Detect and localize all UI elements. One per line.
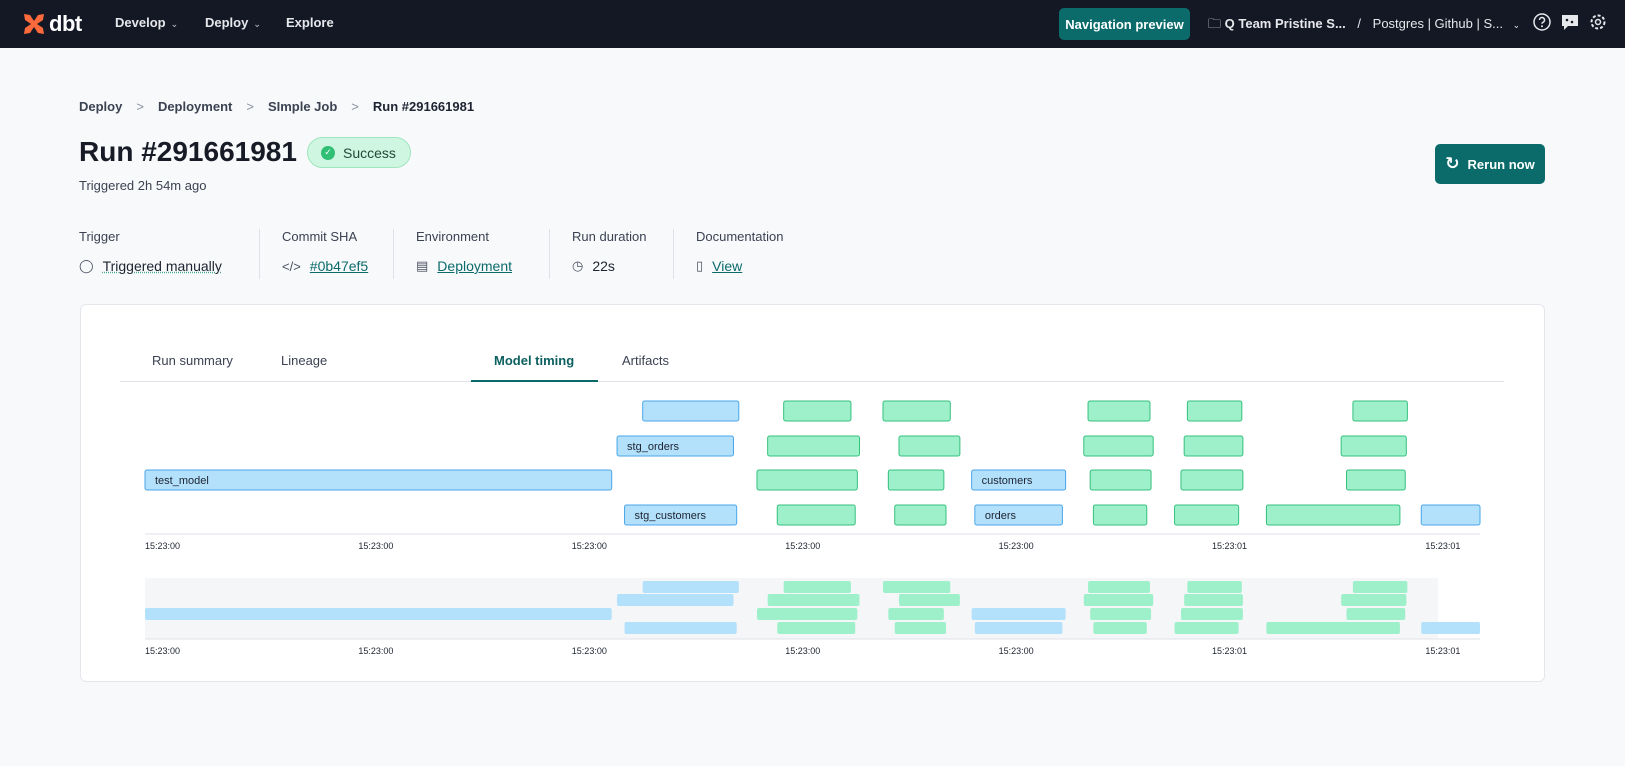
project-selector[interactable]: 🗀 Q Team Pristine S... / Postgres | Gith…: [1208, 15, 1518, 37]
environment-name: Postgres | Github | S...: [1372, 16, 1503, 31]
tab-lineage[interactable]: Lineage: [281, 353, 328, 368]
rerun-label: Rerun now: [1467, 156, 1535, 172]
tab-artifacts[interactable]: Artifacts: [622, 353, 669, 368]
separator: /: [1357, 16, 1362, 31]
clock-icon: ◷: [572, 258, 584, 273]
breadcrumb-deployment[interactable]: Deployment: [157, 99, 233, 114]
breadcrumb-job[interactable]: SImple Job: [267, 99, 338, 114]
settings-icon[interactable]: [1588, 12, 1608, 32]
rerun-now-button[interactable]: ↻ Rerun now: [1435, 144, 1545, 184]
code-icon: </>: [282, 258, 301, 274]
meta-duration: Run duration ◷ 22s: [549, 229, 673, 279]
tab-bar: Run summary Lineage Model timing Artifac…: [120, 348, 1504, 382]
logo-text: dbt: [49, 11, 82, 36]
commit-link[interactable]: #0b47ef5: [309, 258, 369, 274]
active-tab-indicator: [471, 380, 598, 382]
top-nav: dbt Develop ⌄ Deploy ⌄ Explore Navigation …: [0, 0, 1625, 48]
meta-trigger: Trigger ◯ Triggered manually: [79, 229, 259, 279]
chevron-down-icon: ⌄: [170, 19, 179, 29]
chevron-down-icon: ⌄: [1512, 20, 1518, 30]
navigation-preview-button[interactable]: Navigation preview: [1059, 8, 1190, 40]
meta-commit: Commit SHA </> #0b47ef5: [259, 229, 393, 279]
meta-label: Trigger: [79, 229, 120, 244]
breadcrumb-deploy[interactable]: Deploy: [79, 99, 123, 114]
meta-label: Environment: [416, 229, 489, 244]
trigger-value: Triggered manually: [102, 258, 222, 274]
chevron-down-icon: ⌄: [253, 19, 261, 29]
dbt-logo[interactable]: dbt: [22, 11, 82, 37]
chat-icon[interactable]: [1560, 12, 1580, 32]
meta-label: Commit SHA: [282, 229, 358, 244]
refresh-icon: ↻: [1445, 154, 1460, 173]
meta-environment: Environment ▤ Deployment: [393, 229, 549, 279]
chevron-right-icon: >: [246, 99, 254, 114]
chevron-right-icon: >: [351, 99, 359, 114]
nav-deploy-label: Deploy: [205, 15, 249, 30]
nav-develop[interactable]: Develop ⌄: [115, 15, 178, 30]
meta-documentation: Documentation ▯ View: [673, 229, 805, 279]
environment-link[interactable]: Deployment: [437, 258, 512, 274]
meta-label: Documentation: [696, 229, 784, 244]
tab-model-timing[interactable]: Model timing: [494, 353, 575, 368]
help-icon[interactable]: [1532, 12, 1552, 32]
breadcrumb: Deploy > Deployment > SImple Job > Run #291…: [79, 99, 474, 114]
status-badge: ✓ Success: [307, 137, 411, 168]
page-title: Run #291661981: [79, 136, 297, 167]
meta-label: Run duration: [572, 229, 647, 244]
book-icon: ▯: [696, 258, 704, 273]
chevron-right-icon: >: [136, 99, 144, 114]
project-name: Q Team Pristine S...: [1224, 16, 1346, 31]
breadcrumb-current: Run #291661981: [372, 99, 475, 114]
user-icon: ◯: [79, 258, 94, 273]
folder-icon: 🗀: [1208, 16, 1222, 31]
database-icon: ▤: [416, 258, 429, 273]
nav-deploy[interactable]: Deploy ⌄: [205, 15, 261, 30]
docs-view-link[interactable]: View: [712, 258, 743, 274]
run-metadata: Trigger ◯ Triggered manually Commit SHA </>…: [79, 229, 805, 279]
status-text: Success: [343, 144, 396, 161]
dbt-logo-icon: [24, 14, 44, 34]
tab-run-summary[interactable]: Run summary: [152, 353, 233, 368]
duration-value: 22s: [592, 258, 615, 274]
triggered-time: Triggered 2h 54m ago: [79, 178, 207, 193]
nav-icons: [1532, 12, 1608, 32]
nav-develop-label: Develop: [115, 15, 166, 30]
check-icon: ✓: [321, 145, 335, 160]
nav-explore[interactable]: Explore: [286, 15, 334, 30]
